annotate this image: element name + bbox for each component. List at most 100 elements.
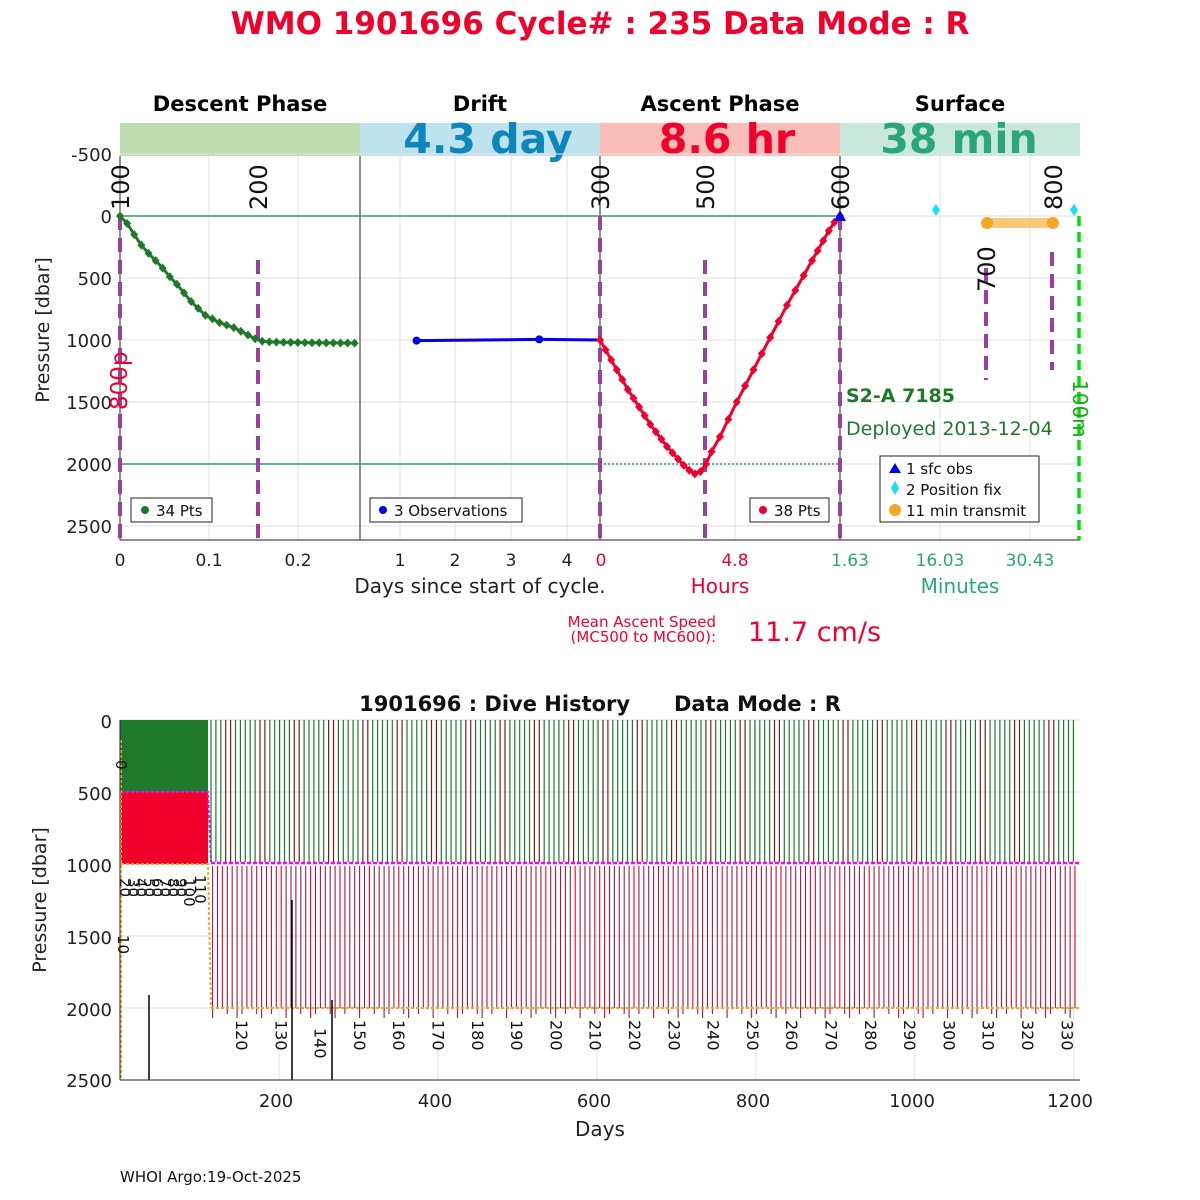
early-cycle-label: 110 [191, 875, 209, 904]
descent-point [130, 230, 139, 240]
descent-line [118, 214, 355, 345]
cycle-number-label: 200 [546, 1020, 565, 1051]
top-y-tick: -500 [71, 145, 112, 166]
ascent-point [724, 414, 733, 424]
history-x-ticks: 200 400 600 800 1000 1200 [259, 1091, 1093, 1112]
history-y-tick: 0 [101, 712, 112, 733]
ascent-band [600, 123, 840, 156]
descent-point [286, 337, 295, 347]
ascent-point [766, 333, 775, 343]
early-cycle-label: 60 [148, 878, 166, 897]
top-y-label: Pressure [dbar] [32, 257, 54, 403]
hours-tick: 4.8 [721, 551, 748, 571]
main-title: WMO 1901696 Cycle# : 235 Data Mode : R [231, 6, 970, 42]
ascent-legend: 38 Pts [749, 497, 830, 523]
descent-point [350, 338, 359, 348]
transmit-marker [1047, 217, 1059, 229]
ascent-point [640, 411, 649, 421]
ascent-point [629, 393, 638, 403]
descent-point [187, 297, 196, 307]
ascent-point [774, 316, 783, 326]
history-x-tick: 600 [577, 1091, 611, 1112]
drift-band [360, 123, 600, 156]
descent-series [116, 211, 359, 348]
cycle-number-labels: 120 130 140 150 160 170 180 190 200 210 220 230 240 2… [232, 1020, 1076, 1059]
transmit-marker [981, 217, 993, 229]
position-fix-marker [1070, 203, 1078, 216]
x-label-hours: Hours [691, 574, 750, 598]
mc-label: 800 [1040, 164, 1068, 210]
hours-tick: 0 [596, 551, 607, 571]
float-name: S2-A 7185 [846, 385, 955, 407]
days-tick: 0.2 [284, 551, 311, 571]
mc-labels: 100 200 300 500 600 700 800 [107, 164, 1068, 292]
ascent-point [668, 448, 677, 458]
descent-point [315, 338, 324, 348]
descent-point [279, 337, 288, 347]
descent-legend: 34 Pts [130, 497, 213, 523]
top-y-tick: 500 [78, 269, 112, 290]
descent-legend-marker [141, 506, 149, 514]
history-x-tick: 200 [259, 1091, 293, 1112]
descent-point [151, 256, 160, 266]
history-x-tick: 1000 [889, 1091, 935, 1112]
descent-point [215, 318, 224, 328]
deployed-date: Deployed 2013-12-04 [846, 418, 1053, 440]
drift-tick: 4 [562, 551, 573, 571]
descent-point [322, 338, 331, 348]
ascent-point [657, 434, 666, 444]
cycle-number-label: 160 [389, 1020, 408, 1051]
cycle-number-label: 170 [429, 1020, 448, 1051]
ascent-phase-title: Ascent Phase [641, 92, 800, 116]
history-bars [120, 720, 1080, 1080]
ascent-point [732, 397, 741, 407]
ascent-point [791, 285, 800, 295]
ascent-duration: 8.6 hr [659, 115, 796, 163]
top-y-tick: 0 [101, 207, 112, 228]
history-y-tick: 1000 [66, 856, 112, 877]
cycle-number-label: 310 [979, 1020, 998, 1051]
descent-point [158, 263, 167, 273]
descent-point [144, 248, 153, 258]
early-green-block [120, 720, 208, 792]
park-depth-label: 800p [107, 352, 133, 411]
top-x-ticks: 0 0.1 0.2 1 2 3 4 0 4.8 1.63 16.03 30.43 [115, 551, 1055, 571]
ascent-point [601, 345, 610, 355]
ascent-point [623, 385, 632, 395]
position-fix-legend-marker [891, 481, 899, 495]
ascent-point [607, 355, 616, 365]
surface-legend-box [879, 455, 1040, 523]
descent-point [194, 303, 203, 313]
descent-point [329, 338, 338, 348]
ascent-series [596, 211, 844, 479]
history-y-tick: 2500 [66, 1071, 112, 1092]
drift-point [412, 336, 421, 345]
ascent-point [702, 459, 711, 469]
ascent-point [612, 365, 621, 375]
descent-point [165, 272, 174, 282]
minutes-tick: 30.43 [1006, 551, 1055, 571]
cycle-number-label: 140 [311, 1028, 330, 1059]
mc-label: 500 [692, 164, 720, 210]
history-title: 1901696 : Dive History Data Mode : R [359, 692, 841, 716]
cycle-number-label: 260 [782, 1020, 801, 1051]
ascent-legend-marker [759, 506, 767, 514]
surface-band [840, 123, 1080, 156]
early-cycle-label: 90 [172, 878, 190, 897]
ascent-point [685, 465, 694, 475]
cycle-number-label: 270 [822, 1020, 841, 1051]
ascent-point [749, 365, 758, 375]
surface-series [834, 203, 1078, 229]
history-x-tick: 400 [418, 1091, 452, 1112]
ascent-point [808, 256, 817, 266]
top-y-tick: 2000 [66, 455, 112, 476]
early-red-block [121, 792, 208, 864]
descent-point [180, 288, 189, 298]
sfc-obs-legend-marker [889, 463, 901, 473]
surface-legend: 1 sfc obs 2 Position fix 11 min transmit [879, 455, 1040, 523]
ascent-point [618, 375, 627, 385]
minutes-tick: 1.63 [831, 551, 869, 571]
history-y-ticks: 0 500 1000 1500 2000 2500 [66, 712, 112, 1092]
